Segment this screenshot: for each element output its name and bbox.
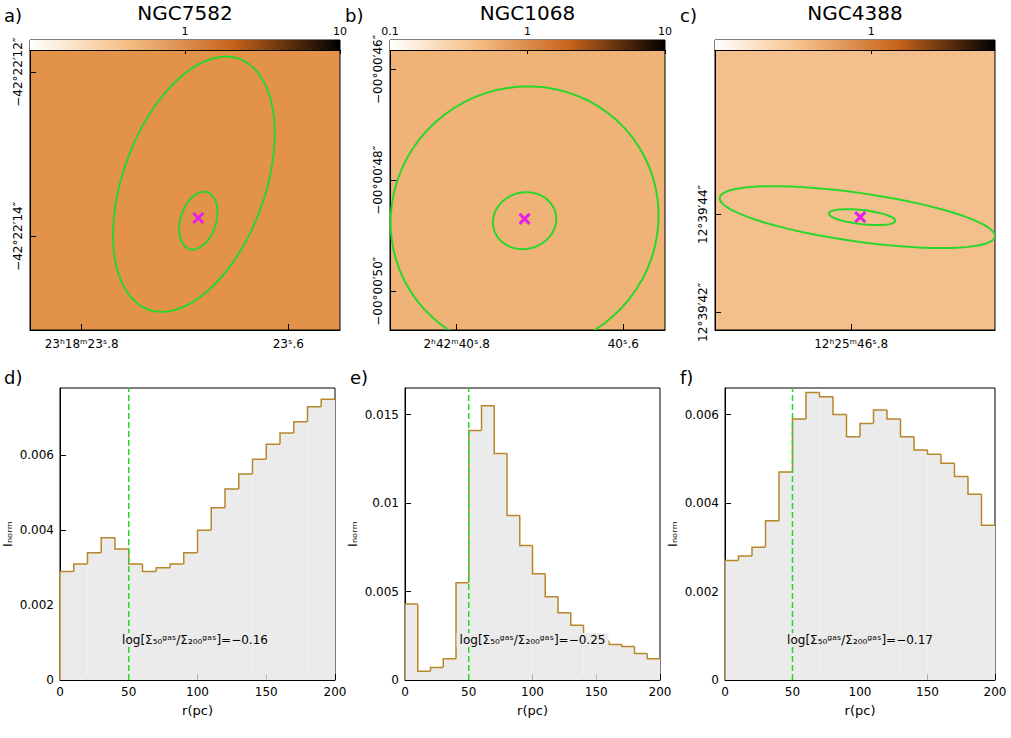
- svg-text:0.006: 0.006: [685, 408, 719, 422]
- svg-text:0: 0: [391, 673, 399, 687]
- svg-text:log[Σ₅₀ᵍᵃˢ/Σ₂₀₀ᵍᵃˢ]=−0.16: log[Σ₅₀ᵍᵃˢ/Σ₂₀₀ᵍᵃˢ]=−0.16: [122, 633, 268, 647]
- svg-text:f): f): [680, 367, 693, 388]
- svg-text:150: 150: [255, 685, 278, 699]
- svg-text:Iₙₒᵣₘ: Iₙₒᵣₘ: [665, 521, 680, 547]
- svg-text:Iₙₒᵣₘ: Iₙₒᵣₘ: [0, 521, 15, 547]
- svg-text:d): d): [4, 367, 22, 388]
- svg-text:23ʰ18ᵐ23ˢ.8: 23ʰ18ᵐ23ˢ.8: [45, 337, 119, 351]
- svg-text:r(pc): r(pc): [845, 703, 876, 718]
- svg-text:150: 150: [916, 685, 939, 699]
- svg-text:12°39′44″: 12°39′44″: [696, 184, 710, 244]
- svg-text:0.002: 0.002: [20, 598, 54, 612]
- svg-text:0.005: 0.005: [365, 585, 399, 599]
- svg-text:12ʰ25ᵐ46ˢ.8: 12ʰ25ᵐ46ˢ.8: [814, 337, 888, 351]
- svg-text:10: 10: [333, 25, 347, 38]
- svg-text:NGC4388: NGC4388: [807, 1, 902, 25]
- svg-text:log[Σ₅₀ᵍᵃˢ/Σ₂₀₀ᵍᵃˢ]=−0.17: log[Σ₅₀ᵍᵃˢ/Σ₂₀₀ᵍᵃˢ]=−0.17: [787, 633, 933, 647]
- svg-text:−42°22′12″: −42°22′12″: [11, 37, 25, 107]
- svg-text:e): e): [350, 367, 368, 388]
- svg-text:−42°22′14″: −42°22′14″: [11, 201, 25, 271]
- svg-text:−00°00′48″: −00°00′48″: [371, 145, 385, 215]
- svg-text:0: 0: [46, 673, 54, 687]
- svg-text:100: 100: [186, 685, 209, 699]
- svg-text:50: 50: [461, 685, 476, 699]
- svg-text:0: 0: [401, 685, 409, 699]
- svg-text:0.004: 0.004: [685, 496, 719, 510]
- svg-text:10: 10: [658, 25, 672, 38]
- svg-text:0.002: 0.002: [685, 585, 719, 599]
- svg-text:r(pc): r(pc): [182, 703, 213, 718]
- svg-text:40ˢ.6: 40ˢ.6: [608, 337, 639, 351]
- svg-text:200: 200: [984, 685, 1007, 699]
- svg-text:200: 200: [324, 685, 347, 699]
- svg-text:NGC7582: NGC7582: [137, 1, 232, 25]
- svg-text:log[Σ₅₀ᵍᵃˢ/Σ₂₀₀ᵍᵃˢ]=−0.25: log[Σ₅₀ᵍᵃˢ/Σ₂₀₀ᵍᵃˢ]=−0.25: [460, 633, 606, 647]
- svg-text:1: 1: [182, 25, 189, 38]
- svg-text:0: 0: [56, 685, 64, 699]
- svg-text:100: 100: [849, 685, 872, 699]
- svg-text:r(pc): r(pc): [517, 703, 548, 718]
- svg-text:1: 1: [868, 25, 875, 38]
- svg-text:0.004: 0.004: [20, 523, 54, 537]
- svg-text:50: 50: [121, 685, 136, 699]
- svg-text:NGC1068: NGC1068: [480, 1, 575, 25]
- svg-text:200: 200: [649, 685, 672, 699]
- svg-text:b): b): [345, 5, 363, 26]
- svg-text:2ʰ42ᵐ40ˢ.8: 2ʰ42ᵐ40ˢ.8: [423, 337, 489, 351]
- svg-text:100: 100: [521, 685, 544, 699]
- svg-text:1: 1: [524, 25, 531, 38]
- svg-text:−00°00′46″: −00°00′46″: [371, 34, 385, 104]
- svg-text:0: 0: [711, 673, 719, 687]
- svg-text:0: 0: [721, 685, 729, 699]
- svg-text:0.1: 0.1: [381, 25, 399, 38]
- svg-text:12°39′42″: 12°39′42″: [696, 282, 710, 342]
- svg-text:0.006: 0.006: [20, 448, 54, 462]
- svg-text:c): c): [680, 5, 697, 26]
- svg-text:50: 50: [785, 685, 800, 699]
- svg-text:−00°00′50″: −00°00′50″: [371, 256, 385, 326]
- svg-text:a): a): [4, 5, 22, 26]
- svg-text:150: 150: [585, 685, 608, 699]
- svg-text:0.015: 0.015: [365, 408, 399, 422]
- svg-text:Iₙₒᵣₘ: Iₙₒᵣₘ: [345, 521, 360, 547]
- svg-text:23ˢ.6: 23ˢ.6: [273, 337, 304, 351]
- svg-text:0.01: 0.01: [372, 496, 399, 510]
